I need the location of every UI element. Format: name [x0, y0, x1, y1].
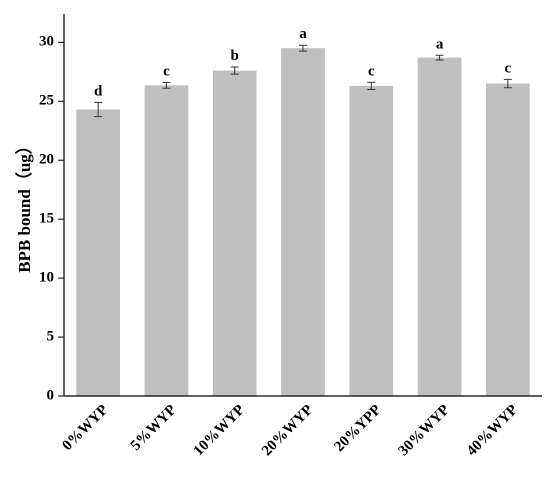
x-tick-label: 30%WYP	[396, 402, 453, 459]
significance-label: b	[231, 48, 239, 64]
bar	[349, 85, 394, 397]
y-axis-label: BPB bound（ug）	[14, 137, 34, 273]
error-bar	[367, 81, 376, 90]
significance-label: a	[436, 36, 444, 52]
bar	[212, 70, 257, 396]
y-tick-label: 30	[39, 34, 54, 50]
significance-label: c	[368, 63, 375, 79]
error-bar	[503, 78, 512, 89]
x-tick-label: 0%WYP	[59, 402, 111, 454]
y-tick-label: 0	[47, 387, 55, 403]
bar	[76, 109, 120, 396]
error-bar	[299, 44, 307, 52]
x-tick-label: 40%WYP	[464, 402, 521, 459]
error-bar	[230, 66, 239, 75]
y-tick-label: 15	[39, 211, 54, 227]
error-bar	[162, 81, 171, 89]
bar	[486, 83, 530, 396]
significance-label: c	[505, 60, 512, 76]
bar	[281, 48, 325, 397]
significance-label: a	[299, 26, 307, 42]
y-tick-label: 5	[47, 328, 55, 344]
significance-label: d	[94, 83, 103, 99]
significance-label: c	[163, 63, 170, 79]
x-tick-label: 20%WYP	[259, 402, 316, 459]
y-tick-label: 20	[39, 152, 54, 168]
x-tick-label: 10%WYP	[191, 402, 248, 459]
error-bar	[435, 54, 444, 61]
y-tick-label: 25	[39, 93, 54, 109]
x-tick-label: 5%WYP	[128, 402, 180, 454]
bar	[144, 85, 189, 396]
error-bar	[94, 101, 103, 118]
x-tick-label: 20%YPP	[331, 402, 384, 455]
y-tick-label: 10	[39, 270, 54, 286]
bar	[417, 57, 462, 397]
